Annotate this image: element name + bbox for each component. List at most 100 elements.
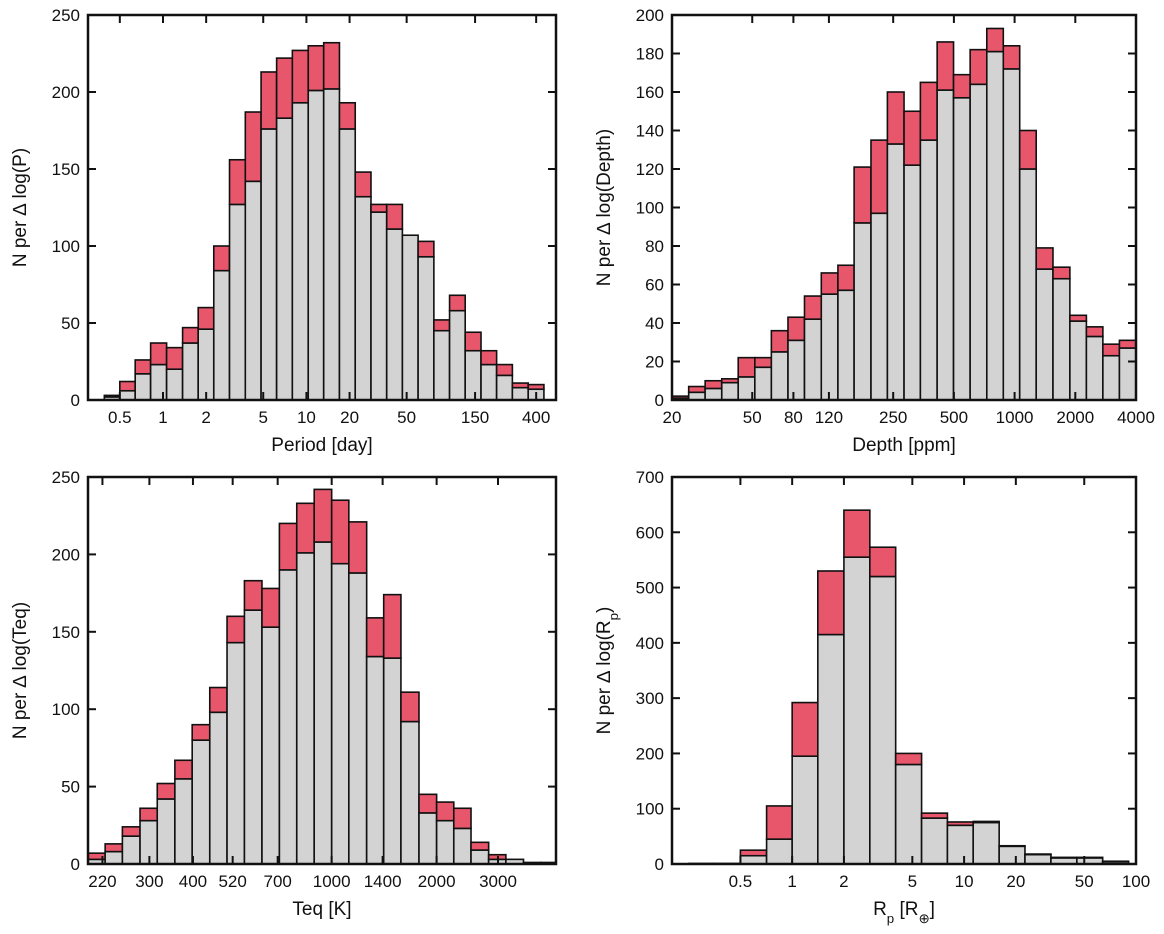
bar-lower	[104, 850, 124, 864]
bar-upper	[765, 805, 793, 840]
bar-lower	[448, 309, 466, 400]
bar-upper	[1085, 326, 1104, 338]
x-tick-label: 20	[1006, 872, 1025, 891]
bar-lower	[417, 255, 435, 400]
bar-lower	[165, 368, 184, 400]
bar-lower	[903, 164, 922, 400]
x-tick-label: 10	[955, 872, 974, 891]
x-tick-label: 2000	[418, 872, 456, 891]
bar-upper	[511, 382, 530, 389]
bar-upper	[156, 782, 176, 800]
bar-lower	[260, 128, 278, 400]
bar-upper	[919, 81, 938, 141]
x-tick-label: 0.5	[729, 872, 753, 891]
bar-upper	[820, 272, 839, 295]
bar-upper	[330, 499, 350, 565]
bar-lower	[228, 203, 247, 400]
bar-upper	[278, 522, 298, 571]
bar-lower	[1085, 335, 1104, 400]
bar-upper	[1035, 247, 1054, 270]
bar-lower	[348, 572, 368, 864]
bar-upper	[212, 245, 231, 272]
y-axis-label: N per ∆ log(Rp)	[594, 607, 621, 735]
bar-lower	[936, 89, 955, 400]
y-tick-label: 700	[636, 468, 664, 487]
y-tick-label: 500	[636, 579, 664, 598]
x-axis-label: Period [day]	[271, 435, 372, 456]
bar-lower	[998, 845, 1026, 864]
bar-upper	[920, 812, 949, 819]
bar-lower	[401, 234, 419, 400]
bar-lower	[134, 373, 152, 400]
y-tick-label: 50	[61, 778, 80, 797]
bar-lower	[765, 838, 793, 864]
bar-lower	[511, 386, 530, 400]
bar-upper	[672, 395, 690, 399]
y-tick-label: 140	[636, 122, 664, 141]
x-tick-label: 1000	[313, 872, 351, 891]
bar-lower	[1069, 320, 1088, 400]
bar-upper	[191, 723, 211, 741]
x-tick-label: 20	[663, 408, 682, 427]
bar-upper	[295, 502, 316, 554]
y-tick-label: 200	[52, 83, 80, 102]
y-tick-label: 0	[655, 391, 664, 410]
bar-upper	[103, 394, 121, 398]
bar-upper	[464, 331, 482, 352]
panel-teq-histogram: 0 50 100 150 200 250 220 300 400 520 700 1000 1400 20…	[10, 468, 558, 920]
bar-lower	[720, 381, 740, 400]
bar-lower	[370, 211, 388, 400]
bar-lower	[121, 835, 141, 864]
y-tick-label: 0	[71, 855, 80, 874]
bar-lower	[946, 824, 975, 864]
bar-lower	[197, 328, 215, 400]
bar-lower	[208, 711, 228, 864]
bars	[103, 41, 545, 400]
y-tick-label: 100	[52, 700, 80, 719]
bar-upper	[1076, 856, 1104, 859]
y-tick-label: 250	[52, 6, 80, 25]
bar-lower	[322, 88, 341, 400]
bar-upper	[348, 521, 368, 574]
bar-upper	[121, 826, 141, 837]
x-tick-label: 400	[179, 872, 207, 891]
bar-lower	[365, 655, 385, 864]
x-tick-label: 5	[908, 872, 917, 891]
bar-lower	[1035, 268, 1054, 400]
bar-lower	[435, 819, 455, 864]
bar-lower	[837, 289, 855, 400]
bar-lower	[464, 349, 482, 400]
bar-upper	[985, 27, 1005, 53]
bar-upper	[936, 41, 955, 91]
bar-upper	[791, 701, 819, 757]
x-axis-label: Teq [K]	[292, 899, 351, 920]
bars	[672, 27, 1136, 400]
bar-upper	[480, 349, 498, 366]
bar-lower	[330, 562, 350, 864]
bar-upper	[104, 843, 124, 853]
bar-upper	[952, 73, 971, 99]
bar-lower	[870, 212, 889, 400]
bar-lower	[244, 180, 262, 400]
bar-lower	[191, 739, 211, 864]
y-tick-label: 100	[636, 800, 664, 819]
bar-upper	[787, 316, 806, 342]
bar-upper	[886, 91, 905, 145]
y-axis-label: N per ∆ log(P)	[10, 148, 31, 267]
bar-lower	[1018, 168, 1038, 400]
bar-upper	[803, 295, 823, 320]
bar-lower	[452, 827, 472, 864]
bar-lower	[853, 222, 872, 400]
bar-upper	[435, 801, 455, 822]
x-tick-label: 50	[1075, 872, 1094, 891]
bar-lower	[803, 318, 823, 400]
bar-upper	[969, 48, 988, 86]
bar-upper	[1002, 44, 1021, 70]
bar-lower	[261, 626, 281, 864]
y-tick-label: 120	[636, 160, 664, 179]
y-axis-label: N per ∆ log(Depth)	[594, 129, 615, 286]
bar-upper	[119, 380, 136, 392]
x-tick-label: 50	[397, 408, 416, 427]
bar-lower	[418, 812, 438, 864]
